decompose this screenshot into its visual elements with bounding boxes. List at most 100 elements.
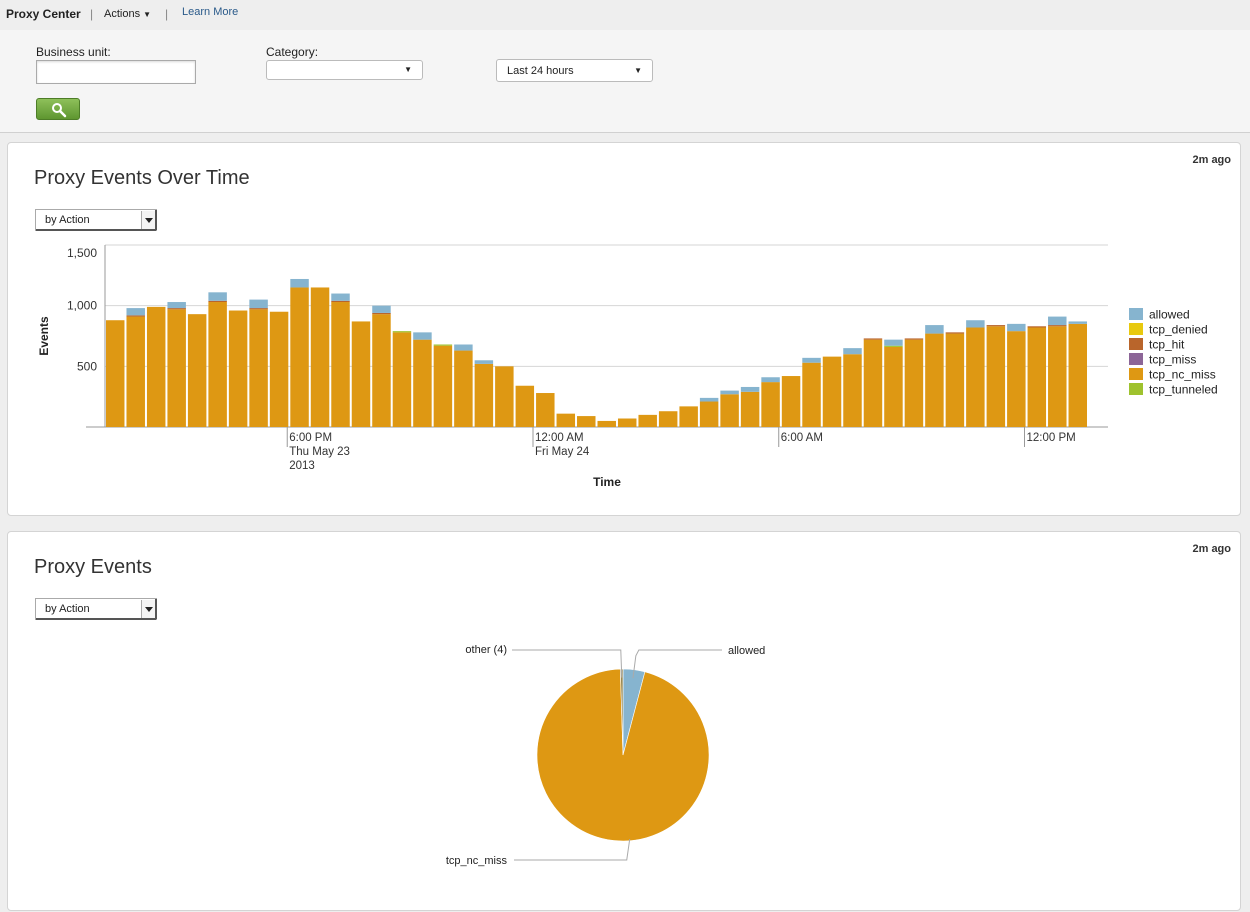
- y-tick-label: 1,000: [67, 299, 97, 313]
- pie-slice: [536, 668, 710, 842]
- dropdown-shadow: [155, 599, 157, 619]
- pie-label: other (4): [465, 644, 507, 656]
- actions-menu[interactable]: Actions ▼: [104, 8, 151, 20]
- bar-tcp_nc_miss: [392, 332, 412, 427]
- bar-tcp_nc_miss: [843, 354, 862, 427]
- bar-tcp_nc_miss: [146, 306, 166, 427]
- top-bar: Proxy Center | Actions ▼ | Learn More: [0, 0, 1250, 30]
- learn-more-link[interactable]: Learn More: [182, 6, 239, 18]
- bar-tcp_nc_miss: [208, 302, 227, 427]
- bar-tcp_nc_miss: [310, 287, 330, 427]
- bar-tcp_nc_miss: [1068, 323, 1087, 427]
- legend-swatch: [1129, 308, 1143, 320]
- bar-tcp_nc_miss: [822, 356, 842, 427]
- bar-tcp_nc_miss: [720, 394, 739, 427]
- x-axis-title: Time: [593, 475, 621, 489]
- bar-allowed: [761, 377, 780, 383]
- split-by-select[interactable]: by Action: [35, 209, 157, 231]
- bar-tcp_nc_miss: [290, 287, 309, 427]
- bar-tcp_nc_miss: [597, 420, 616, 427]
- legend-swatch: [1129, 353, 1143, 365]
- x-tick-label: 6:00 AM: [781, 432, 823, 444]
- category-select[interactable]: ▼: [266, 60, 423, 80]
- bar-tcp_nc_miss: [126, 316, 145, 427]
- bar-tcp_nc_miss: [802, 362, 821, 427]
- legend-swatch: [1129, 383, 1143, 395]
- bar-allowed: [740, 386, 760, 392]
- bar-allowed: [454, 344, 473, 351]
- bar-tcp_nc_miss: [617, 418, 637, 427]
- leader-line: [514, 838, 631, 861]
- bar-tcp_nc_miss: [372, 314, 391, 427]
- legend-swatch: [1129, 338, 1143, 350]
- x-tick-label: 6:00 PM: [289, 432, 332, 444]
- y-tick-label: 1,500: [67, 246, 97, 260]
- x-tick-label: Fri May 24: [535, 446, 590, 458]
- bar-allowed: [802, 357, 821, 363]
- split-by-value: by Action: [45, 214, 90, 226]
- bar-tcp_nc_miss: [884, 346, 903, 427]
- dropdown-shadow: [36, 229, 156, 231]
- caret-down-icon: ▼: [634, 66, 642, 75]
- bar-allowed: [249, 299, 268, 309]
- bar-tcp_nc_miss: [474, 363, 494, 427]
- business-unit-input[interactable]: [36, 60, 196, 84]
- bar-tcp_nc_miss: [536, 393, 555, 427]
- separator: |: [90, 7, 94, 21]
- bar-tcp_nc_miss: [638, 414, 657, 427]
- bar-allowed: [208, 292, 227, 301]
- bar-tcp_hit: [249, 308, 268, 310]
- bar-tcp_nc_miss: [167, 309, 186, 427]
- bar-tcp_nc_miss: [658, 411, 678, 427]
- bar-tcp_nc_miss: [433, 345, 453, 427]
- proxy-events-pie-chart: allowed other (4) tcp_nc_miss: [446, 644, 765, 867]
- bar-allowed: [1048, 316, 1067, 326]
- bar-allowed: [290, 278, 309, 288]
- bar-tcp_nc_miss: [1048, 326, 1067, 427]
- bar-tcp_nc_miss: [781, 376, 801, 427]
- bar-allowed: [843, 348, 862, 355]
- bar-allowed: [699, 397, 719, 402]
- updated-time: 2m ago: [1192, 154, 1231, 166]
- bar-tcp_nc_miss: [863, 339, 883, 427]
- time-range-select[interactable]: Last 24 hours ▼: [496, 59, 653, 82]
- bar-tcp_nc_miss: [495, 366, 514, 427]
- bar-tcp_nc_miss: [986, 326, 1006, 427]
- bar-tcp_hit: [1048, 325, 1067, 327]
- dropdown-arrow-icon: [141, 211, 155, 229]
- bar-tcp_nc_miss: [413, 339, 432, 427]
- bar-tcp_nc_miss: [106, 320, 125, 427]
- pie-label: tcp_nc_miss: [446, 855, 508, 867]
- bar-allowed: [1068, 321, 1087, 324]
- legend-item-label: tcp_hit: [1149, 338, 1185, 352]
- dropdown-arrow-icon: [141, 600, 155, 618]
- bar-tcp_nc_miss: [351, 321, 371, 427]
- split-by-select[interactable]: by Action: [35, 598, 157, 620]
- bar-tcp_nc_miss: [925, 333, 944, 427]
- split-by-value: by Action: [45, 603, 90, 615]
- search-button[interactable]: [36, 98, 80, 120]
- legend-swatch: [1129, 368, 1143, 380]
- bar-tcp_hit: [1027, 326, 1047, 328]
- events-over-time-chart: 500 1,000 1,500 6:00 PM Thu May 23 2013 12:00 …: [37, 244, 1218, 489]
- bar-allowed: [167, 302, 186, 309]
- panel-title: Proxy Events Over Time: [34, 167, 250, 189]
- legend-item-label: tcp_denied: [1149, 323, 1208, 337]
- bar-tcp_hit: [904, 338, 924, 340]
- bar-tcp_nc_miss: [761, 382, 780, 427]
- x-tick-label: Thu May 23: [289, 446, 350, 458]
- x-tick-label: 2013: [289, 460, 315, 472]
- legend-swatch: [1129, 323, 1143, 335]
- bar-tcp_hit: [863, 338, 883, 340]
- y-axis-title: Events: [37, 316, 51, 356]
- bar-tcp_nc_miss: [187, 314, 207, 427]
- bar-tcp_tunneled: [433, 344, 453, 346]
- bar-tcp_tunneled: [392, 331, 412, 333]
- bar-tcp_tunneled: [884, 345, 903, 347]
- bar-allowed: [474, 360, 494, 364]
- bar-tcp_hit: [208, 300, 227, 303]
- bar-allowed: [884, 339, 903, 346]
- y-tick-label: 500: [77, 359, 97, 373]
- bar-allowed: [126, 308, 145, 316]
- search-icon: [52, 103, 67, 118]
